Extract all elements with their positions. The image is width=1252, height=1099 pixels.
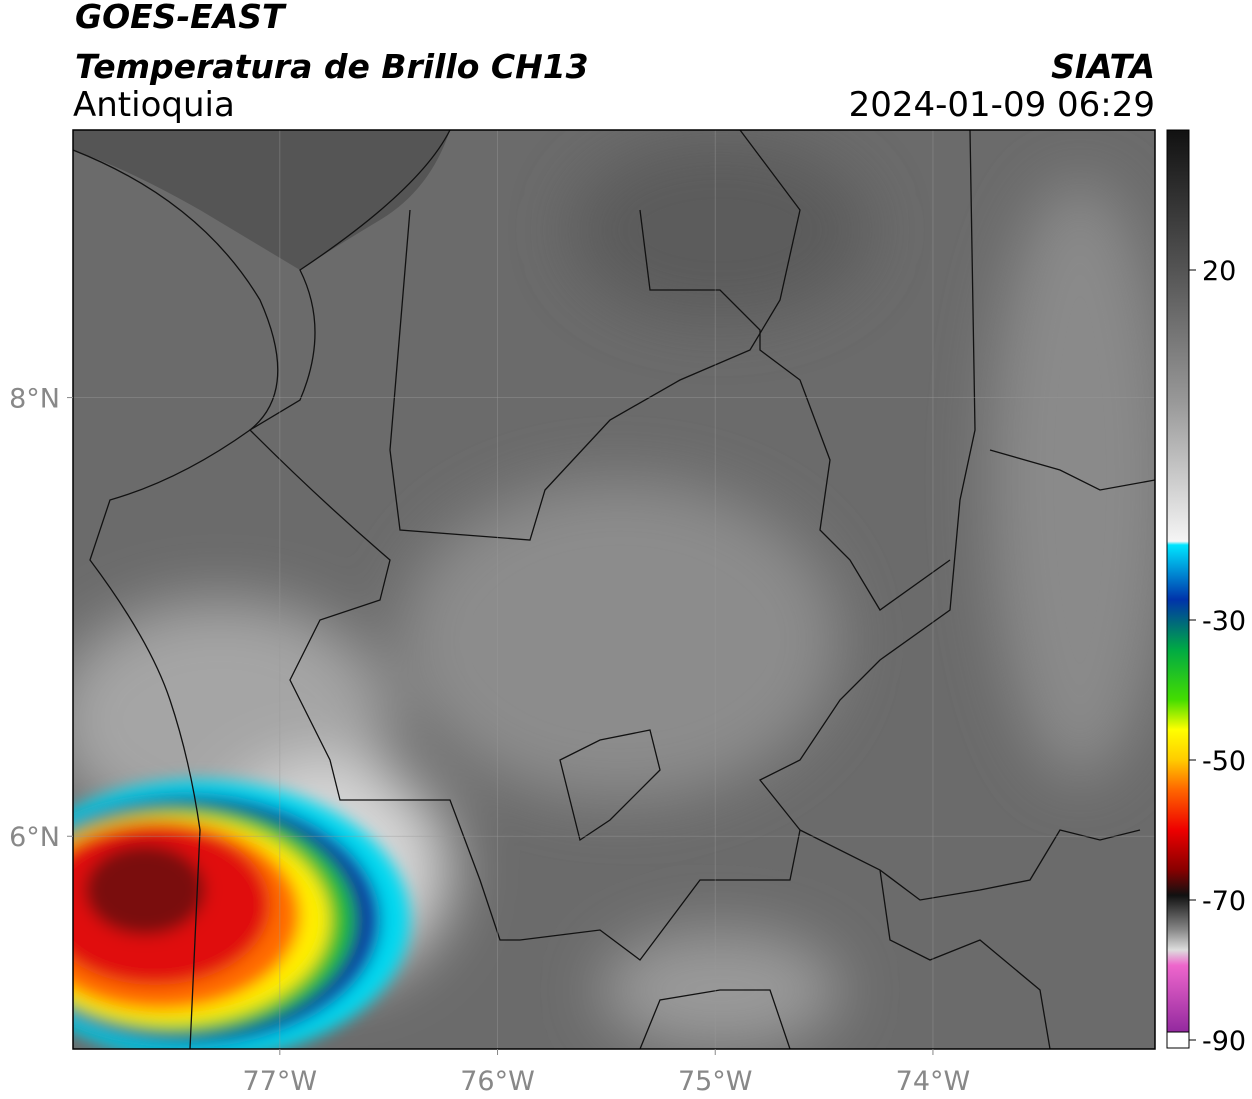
map-image bbox=[73, 130, 1155, 1049]
colorbar-tick-label: 20 bbox=[1202, 256, 1236, 287]
map-frame bbox=[72, 129, 1156, 1050]
x-tick-label: 77°W bbox=[243, 1066, 318, 1097]
x-tick-label: 74°W bbox=[896, 1066, 971, 1097]
colorbar bbox=[1166, 129, 1190, 1041]
colorbar-extension bbox=[1166, 1031, 1190, 1049]
source: SIATA bbox=[1051, 47, 1155, 86]
colorbar-tick-label: -30 bbox=[1202, 606, 1246, 637]
x-tick-label: 75°W bbox=[678, 1066, 753, 1097]
x-tick-label: 76°W bbox=[460, 1066, 535, 1097]
colorbar-tick-label: -70 bbox=[1202, 886, 1246, 917]
colorbar-tick-label: -50 bbox=[1202, 746, 1246, 777]
subtitle: Temperatura de Brillo CH13 bbox=[75, 47, 589, 86]
datetime: 2024-01-09 06:29 bbox=[849, 85, 1155, 125]
grid bbox=[73, 130, 1155, 1049]
region: Antioquia bbox=[73, 85, 235, 125]
colorbar-tick-label: -90 bbox=[1202, 1026, 1246, 1057]
y-tick-label: 6°N bbox=[9, 822, 60, 853]
title: GOES-EAST bbox=[75, 0, 287, 36]
y-tick-label: 8°N bbox=[9, 384, 60, 415]
